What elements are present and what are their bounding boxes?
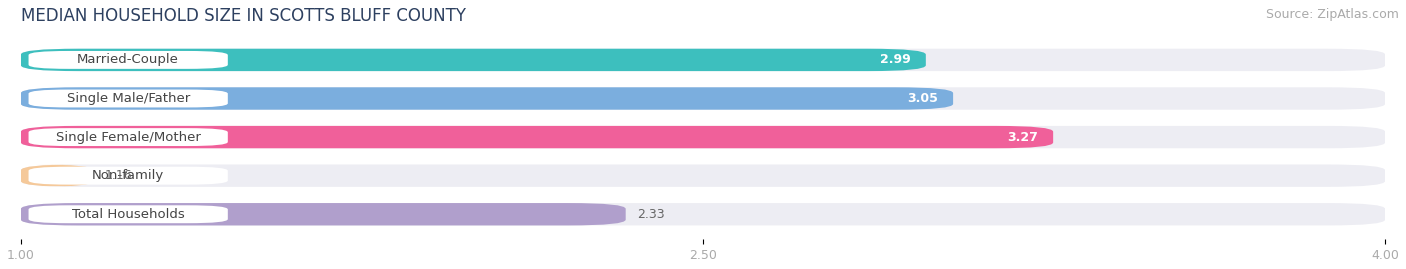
FancyBboxPatch shape [28, 90, 228, 107]
Text: 2.99: 2.99 [880, 54, 911, 66]
Text: 2.33: 2.33 [637, 208, 665, 221]
FancyBboxPatch shape [21, 49, 1385, 71]
FancyBboxPatch shape [28, 128, 228, 146]
Text: Total Households: Total Households [72, 208, 184, 221]
FancyBboxPatch shape [21, 164, 94, 187]
Text: 3.27: 3.27 [1007, 130, 1038, 144]
Text: 1.16: 1.16 [105, 169, 132, 182]
FancyBboxPatch shape [28, 51, 228, 69]
FancyBboxPatch shape [21, 126, 1053, 148]
FancyBboxPatch shape [21, 49, 925, 71]
FancyBboxPatch shape [28, 205, 228, 223]
Text: 3.05: 3.05 [907, 92, 938, 105]
FancyBboxPatch shape [21, 87, 953, 110]
Text: Single Male/Father: Single Male/Father [66, 92, 190, 105]
FancyBboxPatch shape [21, 203, 626, 225]
Text: Source: ZipAtlas.com: Source: ZipAtlas.com [1265, 8, 1399, 21]
FancyBboxPatch shape [21, 87, 1385, 110]
Text: MEDIAN HOUSEHOLD SIZE IN SCOTTS BLUFF COUNTY: MEDIAN HOUSEHOLD SIZE IN SCOTTS BLUFF CO… [21, 7, 465, 25]
Text: Married-Couple: Married-Couple [77, 54, 179, 66]
Text: Single Female/Mother: Single Female/Mother [56, 130, 201, 144]
FancyBboxPatch shape [21, 203, 1385, 225]
Text: Non-family: Non-family [91, 169, 165, 182]
FancyBboxPatch shape [21, 164, 1385, 187]
FancyBboxPatch shape [28, 167, 228, 185]
FancyBboxPatch shape [21, 126, 1385, 148]
